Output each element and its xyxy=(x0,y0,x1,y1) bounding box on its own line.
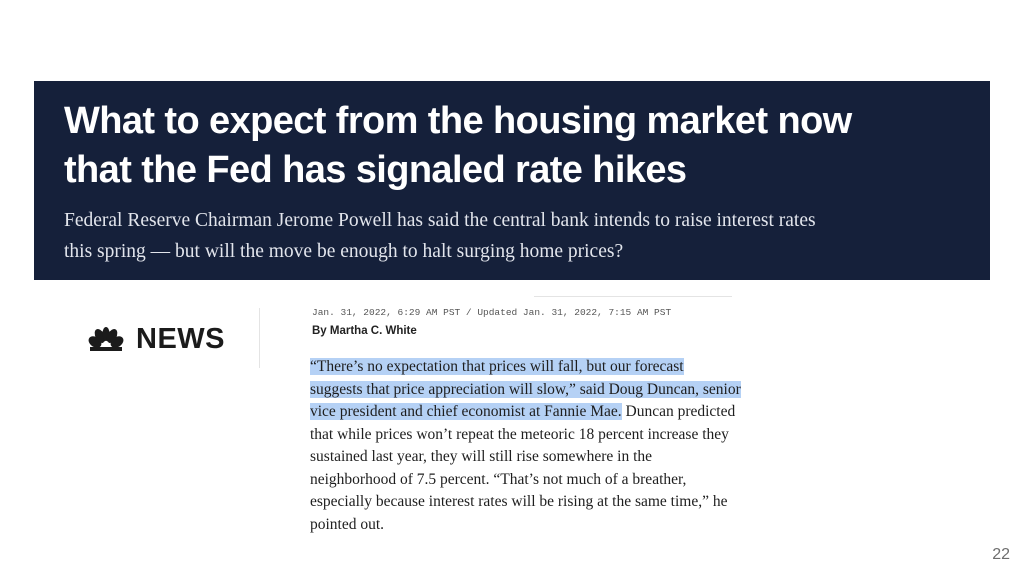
article-subheadline: Federal Reserve Chairman Jerome Powell h… xyxy=(64,205,970,267)
page-number: 22 xyxy=(992,546,1010,563)
highlighted-text[interactable]: vice president and chief economist at Fa… xyxy=(310,403,622,420)
headline-line: that the Fed has signaled rate hikes xyxy=(64,149,687,191)
highlighted-text[interactable]: suggests that price appreciation will sl… xyxy=(310,380,741,398)
body-line: neighborhood of 7.5 percent. “That’s not… xyxy=(310,470,687,488)
body-line: vice president and chief economist at Fa… xyxy=(310,401,850,424)
body-line: “There’s no expectation that prices will… xyxy=(310,356,850,379)
body-line: sustained last year, they will still ris… xyxy=(310,448,653,465)
subheadline-line: Federal Reserve Chairman Jerome Powell h… xyxy=(64,210,816,231)
body-text: Duncan predicted xyxy=(621,403,736,420)
nbc-news-logo: NEWS xyxy=(88,322,225,356)
body-line: pointed out. xyxy=(310,515,385,533)
nbc-peacock-icon xyxy=(88,327,124,351)
subheadline-line: this spring — but will the move be enoug… xyxy=(64,241,624,262)
article-body: “There’s no expectation that prices will… xyxy=(310,356,850,536)
logo-wordmark: NEWS xyxy=(136,322,225,355)
body-line: especially because interest rates will b… xyxy=(310,493,728,510)
body-line: suggests that price appreciation will sl… xyxy=(310,379,850,402)
divider xyxy=(259,308,260,368)
headline-line: What to expect from the housing market n… xyxy=(64,100,852,142)
article-byline[interactable]: By Martha C. White xyxy=(312,325,417,337)
article-dateline: Jan. 31, 2022, 6:29 AM PST / Updated Jan… xyxy=(312,307,672,318)
article-headline: What to expect from the housing market n… xyxy=(64,97,970,195)
divider xyxy=(534,296,732,297)
highlighted-text[interactable]: “There’s no expectation that prices will… xyxy=(310,358,684,375)
body-line: that while prices won’t repeat the meteo… xyxy=(310,425,729,443)
headline-banner: What to expect from the housing market n… xyxy=(34,81,990,280)
